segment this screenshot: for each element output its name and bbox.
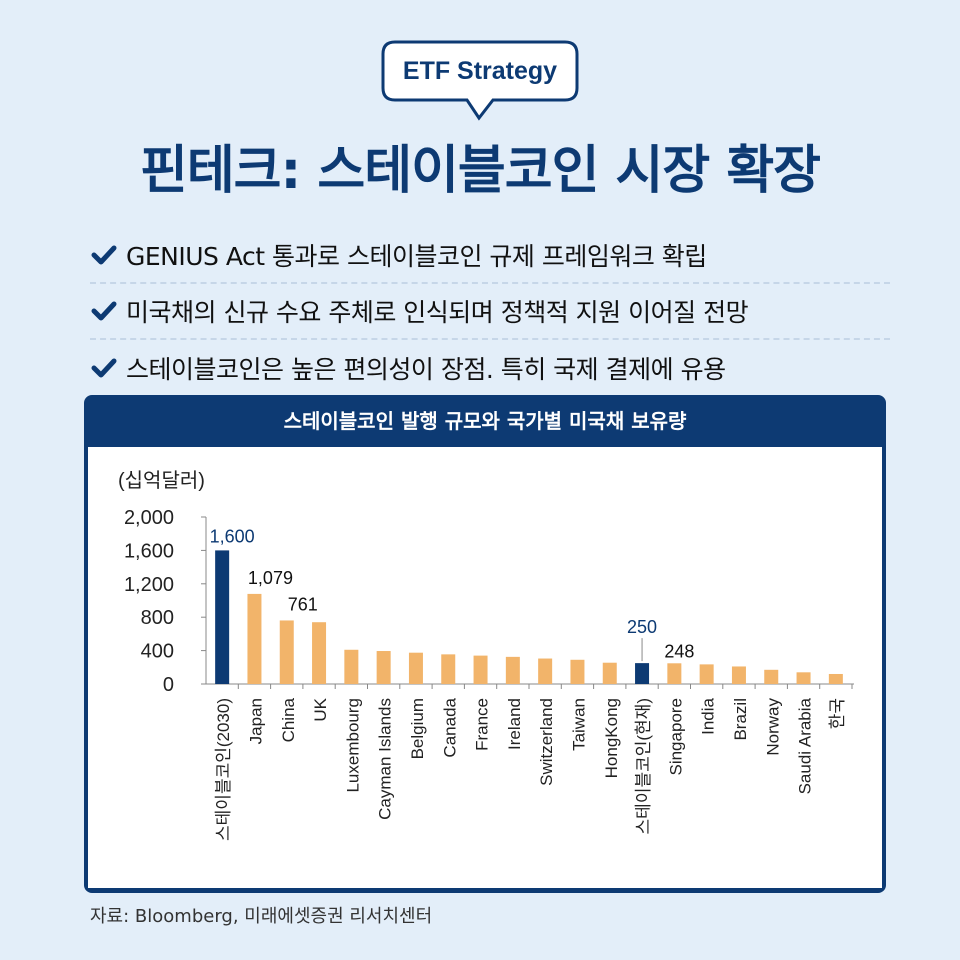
data-label: 248 [664,641,694,661]
bar [473,655,488,684]
x-tick-label: Canada [440,697,459,757]
x-tick-label: Norway [763,698,782,756]
bar [667,663,682,684]
bar [247,593,262,684]
data-label: 1,079 [248,568,293,588]
x-tick-label: Japan [246,698,265,744]
bar [828,673,843,684]
checkmark-icon [91,301,117,321]
bar [279,620,294,684]
x-tick-label: Singapore [666,698,685,776]
bar [344,649,359,684]
x-tick-label: France [473,698,492,751]
x-tick-label: Saudi Arabia [796,697,815,794]
x-tick-label: India [699,697,718,734]
data-label: 1,600 [210,526,255,546]
x-tick-label: Luxembourg [343,698,362,793]
bar [376,651,391,684]
data-label: 761 [288,594,318,614]
bar [505,656,520,684]
bar [602,662,617,684]
etf-strategy-badge: ETF Strategy [381,40,579,121]
chart-panel: 스테이블코인 발행 규모와 국가별 미국채 보유량 (십억달러) 2,000 1,6… [84,395,886,893]
x-tick-label: 한국 [828,698,847,729]
x-tick-label: Ireland [505,698,524,750]
bar [312,622,327,684]
x-tick-label: China [279,697,298,742]
y-tick-label: 1,600 [124,540,174,562]
checkmark-icon [91,358,117,378]
bullet-list: GENIUS Act 통과로 스테이블코인 규제 프레임워크 확립 미국채의 신… [90,228,890,396]
bar [731,666,746,684]
speech-bubble-icon [381,40,579,121]
bar [441,654,456,684]
source-note: 자료: Bloomberg, 미래에셋증권 리서치센터 [90,906,433,927]
bullet-item: 스테이블코인은 높은 편의성이 장점. 특히 국제 결제에 유용 [90,340,890,396]
bar [796,672,811,684]
checkmark-icon [91,245,117,265]
bar [635,663,650,684]
bar [764,669,779,684]
bullet-text: 미국채의 신규 수요 주체로 인식되며 정책적 지원 이어질 전망 [126,298,749,327]
x-tick-label: Switzerland [537,698,556,786]
page-title: 핀테크: 스테이블코인 시장 확장 [139,141,821,201]
bullet-text: GENIUS Act 통과로 스테이블코인 규제 프레임워크 확립 [126,242,707,271]
badge-label: ETF Strategy [402,57,558,85]
x-tick-label: Brazil [731,698,750,741]
data-label: 250 [627,617,657,637]
x-tick-label: HongKong [602,698,621,778]
bar [215,550,230,684]
bullet-item: 미국채의 신규 수요 주체로 인식되며 정책적 지원 이어질 전망 [90,284,890,340]
chart-plot-area: (십억달러) 2,000 1,600 1,200 800 400 0 스테이블코인(2030)… [88,447,882,888]
y-tick-label: 1,200 [124,574,174,596]
x-tick-label: Belgium [408,698,427,759]
x-tick-label: Taiwan [569,698,588,751]
bar [538,658,553,684]
bar [699,664,714,684]
x-tick-label: UK [311,697,330,721]
x-tick-label: 스테이블코인(현재) [634,698,653,834]
bar [570,659,585,684]
y-tick-label: 800 [141,607,174,629]
bullet-text: 스테이블코인은 높은 편의성이 장점. 특히 국제 결제에 유용 [126,355,726,384]
bar [408,652,423,684]
bullet-item: GENIUS Act 통과로 스테이블코인 규제 프레임워크 확립 [90,228,890,284]
y-tick-label: 0 [163,674,174,696]
bar-chart: (십억달러) 2,000 1,600 1,200 800 400 0 스테이블코인(2030)… [118,469,854,841]
x-tick-label: 스테이블코인(2030) [214,698,233,841]
y-tick-label: 2,000 [124,507,174,529]
x-tick-label: Cayman Islands [376,698,395,820]
y-unit-label: (십억달러) [118,469,205,492]
chart-title: 스테이블코인 발행 규모와 국가별 미국채 보유량 [283,409,687,433]
y-tick-label: 400 [141,641,174,663]
